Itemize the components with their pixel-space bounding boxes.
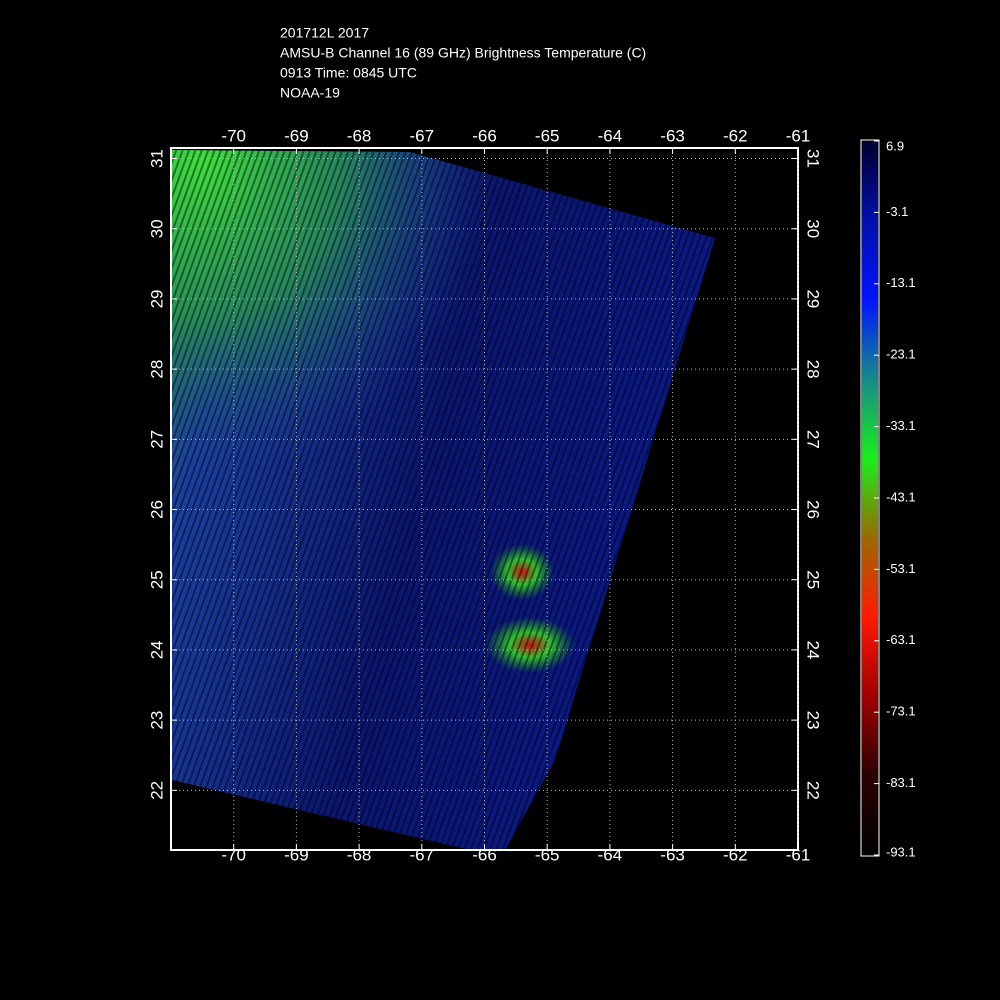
x-tick-label: -69 [284, 845, 309, 864]
y-tick-label: 24 [804, 640, 823, 659]
x-tick-label: -63 [660, 845, 685, 864]
x-tick-label: -67 [410, 126, 435, 145]
colorbar-tick-label: -83.1 [886, 775, 916, 790]
title-line: AMSU-B Channel 16 (89 GHz) Brightness Te… [280, 45, 646, 61]
y-tick-label: 27 [804, 430, 823, 449]
y-tick-label: 29 [147, 289, 166, 308]
y-tick-label: 30 [147, 219, 166, 238]
title-line: 201712L 2017 [280, 25, 369, 41]
swath-image [172, 150, 715, 850]
y-tick-label: 22 [147, 781, 166, 800]
y-tick-label: 26 [147, 500, 166, 519]
title-line: 0913 Time: 0845 UTC [280, 65, 417, 81]
colorbar-tick-label: -13.1 [886, 275, 916, 290]
colorbar-tick-label: -73.1 [886, 704, 916, 719]
colorbar-tick-label: -53.1 [886, 561, 916, 576]
y-tick-label: 31 [147, 149, 166, 168]
x-tick-label: -65 [535, 126, 560, 145]
x-tick-label: -67 [410, 845, 435, 864]
x-tick-label: -70 [221, 845, 246, 864]
x-tick-label: -65 [535, 845, 560, 864]
colorbar-tick-label: -23.1 [886, 347, 916, 362]
colorbar-tick-label: -43.1 [886, 489, 916, 504]
y-tick-label: 25 [147, 570, 166, 589]
title-line: NOAA-19 [280, 85, 340, 101]
y-tick-label: 30 [804, 219, 823, 238]
y-tick-label: 27 [147, 430, 166, 449]
y-tick-label: 24 [147, 640, 166, 659]
colorbar-tick-label: -33.1 [886, 418, 916, 433]
x-tick-label: -69 [284, 126, 309, 145]
x-tick-label: -68 [347, 126, 372, 145]
x-tick-label: -62 [723, 845, 748, 864]
y-tick-label: 25 [804, 570, 823, 589]
y-tick-label: 28 [147, 360, 166, 379]
x-tick-label: -66 [472, 126, 497, 145]
colorbar-tick-label: -93.1 [886, 844, 916, 859]
y-tick-label: 23 [804, 711, 823, 730]
y-tick-label: 22 [804, 781, 823, 800]
y-tick-label: 26 [804, 500, 823, 519]
x-tick-label: -64 [598, 126, 623, 145]
colorbar-tick-label: -63.1 [886, 632, 916, 647]
y-tick-label: 28 [804, 360, 823, 379]
x-tick-label: -70 [221, 126, 246, 145]
x-tick-label: -61 [786, 126, 811, 145]
y-tick-label: 29 [804, 289, 823, 308]
colorbar-tick-label: -3.1 [886, 204, 908, 219]
x-tick-label: -62 [723, 126, 748, 145]
y-tick-label: 31 [804, 149, 823, 168]
x-tick-label: -68 [347, 845, 372, 864]
x-tick-label: -66 [472, 845, 497, 864]
x-tick-label: -61 [786, 845, 811, 864]
y-tick-label: 23 [147, 711, 166, 730]
colorbar [862, 141, 878, 855]
x-tick-label: -64 [598, 845, 623, 864]
x-tick-label: -63 [660, 126, 685, 145]
colorbar-tick-label: 6.9 [886, 138, 904, 153]
